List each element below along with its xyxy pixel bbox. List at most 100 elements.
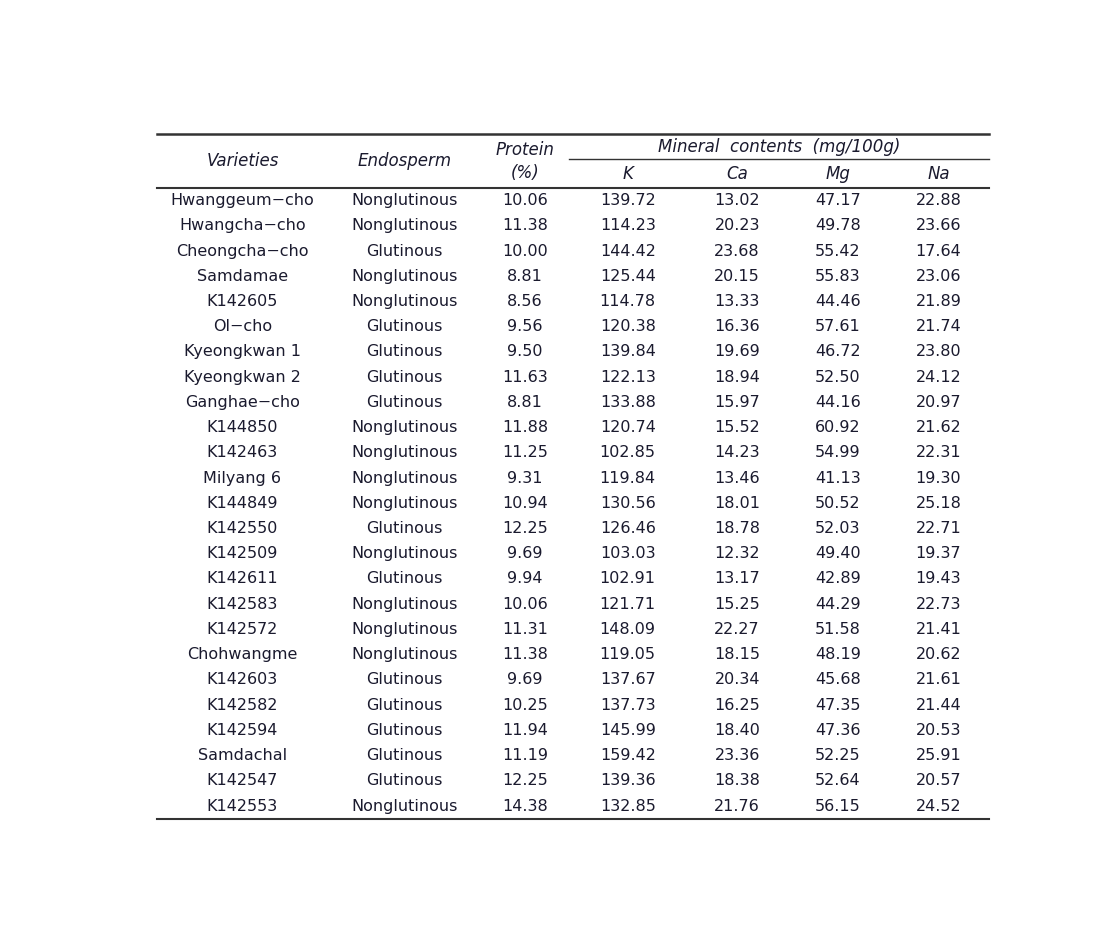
- Text: 114.23: 114.23: [599, 218, 655, 233]
- Text: 119.05: 119.05: [599, 647, 655, 662]
- Text: 11.63: 11.63: [502, 370, 548, 385]
- Text: Samdachal: Samdachal: [198, 748, 287, 763]
- Text: 133.88: 133.88: [599, 395, 655, 410]
- Text: 47.36: 47.36: [815, 723, 861, 738]
- Text: 16.25: 16.25: [714, 697, 760, 712]
- Text: Nonglutinous: Nonglutinous: [351, 269, 457, 284]
- Text: Hwanggeum−cho: Hwanggeum−cho: [171, 193, 314, 208]
- Text: 44.46: 44.46: [815, 294, 861, 309]
- Text: 139.84: 139.84: [599, 344, 655, 359]
- Text: 10.06: 10.06: [502, 597, 548, 612]
- Text: 8.56: 8.56: [506, 294, 542, 309]
- Text: 50.52: 50.52: [815, 496, 861, 511]
- Text: 125.44: 125.44: [599, 269, 655, 284]
- Text: K142603: K142603: [207, 672, 278, 687]
- Text: Nonglutinous: Nonglutinous: [351, 496, 457, 511]
- Text: 120.38: 120.38: [599, 319, 655, 334]
- Text: 44.16: 44.16: [815, 395, 861, 410]
- Text: K142547: K142547: [207, 773, 278, 788]
- Text: 14.23: 14.23: [714, 446, 760, 461]
- Text: 25.91: 25.91: [916, 748, 961, 763]
- Text: 10.00: 10.00: [502, 243, 548, 258]
- Text: 10.25: 10.25: [502, 697, 548, 712]
- Text: Glutinous: Glutinous: [367, 521, 443, 536]
- Text: 23.68: 23.68: [714, 243, 760, 258]
- Text: K144849: K144849: [207, 496, 278, 511]
- Text: 23.80: 23.80: [916, 344, 961, 359]
- Text: 21.89: 21.89: [916, 294, 961, 309]
- Text: 16.36: 16.36: [714, 319, 760, 334]
- Text: Nonglutinous: Nonglutinous: [351, 622, 457, 636]
- Text: Glutinous: Glutinous: [367, 370, 443, 385]
- Text: Nonglutinous: Nonglutinous: [351, 446, 457, 461]
- Text: Glutinous: Glutinous: [367, 723, 443, 738]
- Text: 22.88: 22.88: [916, 193, 961, 208]
- Text: 103.03: 103.03: [600, 547, 655, 562]
- Text: 12.25: 12.25: [502, 773, 548, 788]
- Text: 137.73: 137.73: [600, 697, 655, 712]
- Text: 11.38: 11.38: [502, 218, 548, 233]
- Text: Glutinous: Glutinous: [367, 773, 443, 788]
- Text: K142509: K142509: [207, 547, 278, 562]
- Text: K142553: K142553: [207, 798, 278, 813]
- Text: 18.15: 18.15: [714, 647, 760, 662]
- Text: Chohwangme: Chohwangme: [187, 647, 297, 662]
- Text: K142463: K142463: [207, 446, 278, 461]
- Text: 9.69: 9.69: [508, 672, 542, 687]
- Text: Nonglutinous: Nonglutinous: [351, 193, 457, 208]
- Text: 102.91: 102.91: [599, 572, 655, 587]
- Text: Nonglutinous: Nonglutinous: [351, 547, 457, 562]
- Text: 55.83: 55.83: [815, 269, 861, 284]
- Text: 19.69: 19.69: [714, 344, 760, 359]
- Text: 9.50: 9.50: [508, 344, 542, 359]
- Text: Na: Na: [927, 165, 950, 183]
- Text: 18.40: 18.40: [714, 723, 760, 738]
- Text: 23.06: 23.06: [916, 269, 961, 284]
- Text: 48.19: 48.19: [815, 647, 861, 662]
- Text: K144850: K144850: [207, 420, 278, 435]
- Text: 55.42: 55.42: [815, 243, 861, 258]
- Text: 119.84: 119.84: [599, 471, 656, 486]
- Text: 24.12: 24.12: [916, 370, 961, 385]
- Text: 8.81: 8.81: [506, 395, 542, 410]
- Text: 46.72: 46.72: [815, 344, 861, 359]
- Text: 52.64: 52.64: [815, 773, 861, 788]
- Text: 19.30: 19.30: [916, 471, 961, 486]
- Text: Cheongcha−cho: Cheongcha−cho: [177, 243, 309, 258]
- Text: Nonglutinous: Nonglutinous: [351, 597, 457, 612]
- Text: 47.17: 47.17: [815, 193, 861, 208]
- Text: Glutinous: Glutinous: [367, 672, 443, 687]
- Text: Protein: Protein: [495, 141, 555, 159]
- Text: 21.44: 21.44: [916, 697, 961, 712]
- Text: Glutinous: Glutinous: [367, 395, 443, 410]
- Text: 14.38: 14.38: [502, 798, 548, 813]
- Text: 47.35: 47.35: [815, 697, 861, 712]
- Text: 25.18: 25.18: [916, 496, 961, 511]
- Text: Glutinous: Glutinous: [367, 243, 443, 258]
- Text: 57.61: 57.61: [815, 319, 861, 334]
- Text: Glutinous: Glutinous: [367, 344, 443, 359]
- Text: 22.71: 22.71: [916, 521, 961, 536]
- Text: Mg: Mg: [825, 165, 851, 183]
- Text: 20.97: 20.97: [916, 395, 961, 410]
- Text: 10.94: 10.94: [502, 496, 548, 511]
- Text: 11.88: 11.88: [502, 420, 548, 435]
- Text: Nonglutinous: Nonglutinous: [351, 647, 457, 662]
- Text: 13.33: 13.33: [714, 294, 760, 309]
- Text: Nonglutinous: Nonglutinous: [351, 420, 457, 435]
- Text: Kyeongkwan 2: Kyeongkwan 2: [184, 370, 301, 385]
- Text: 102.85: 102.85: [599, 446, 655, 461]
- Text: 20.53: 20.53: [916, 723, 961, 738]
- Text: K142605: K142605: [207, 294, 278, 309]
- Text: 49.78: 49.78: [815, 218, 861, 233]
- Text: 130.56: 130.56: [600, 496, 655, 511]
- Text: K142572: K142572: [207, 622, 278, 636]
- Text: 21.76: 21.76: [714, 798, 760, 813]
- Text: 9.69: 9.69: [508, 547, 542, 562]
- Text: K142583: K142583: [207, 597, 278, 612]
- Text: 17.64: 17.64: [916, 243, 961, 258]
- Text: 41.13: 41.13: [815, 471, 861, 486]
- Text: Ol−cho: Ol−cho: [212, 319, 272, 334]
- Text: 10.06: 10.06: [502, 193, 548, 208]
- Text: 18.78: 18.78: [714, 521, 760, 536]
